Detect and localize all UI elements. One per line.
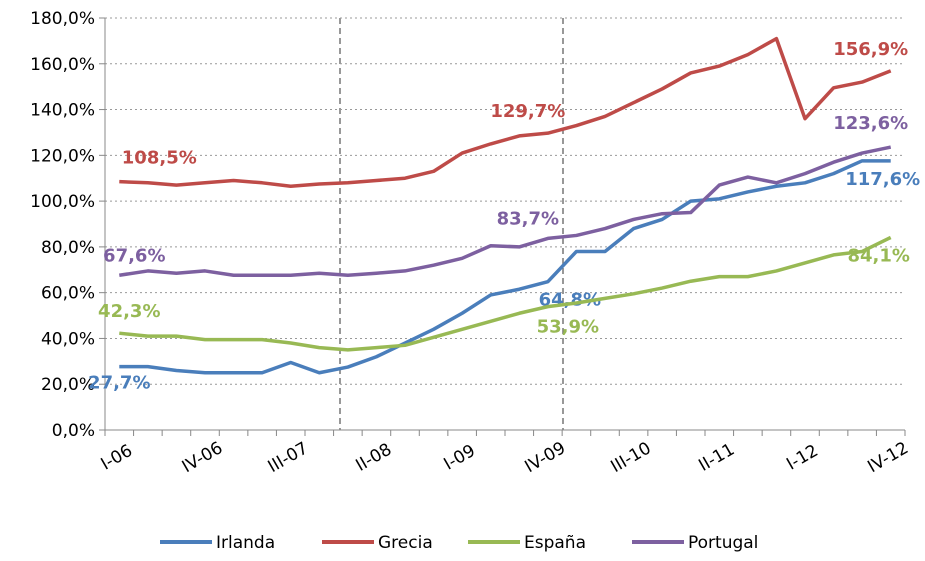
y-tick-label: 120,0% [30, 146, 95, 166]
value-label: 129,7% [490, 101, 565, 122]
value-label: 53,9% [537, 317, 599, 338]
x-tick-label: I-12 [783, 441, 821, 475]
x-tick-label: II-11 [695, 440, 738, 476]
value-label: 156,9% [833, 39, 908, 60]
line [119, 145, 892, 278]
value-label: 27,7% [88, 373, 150, 394]
y-tick-label: 100,0% [30, 192, 95, 212]
x-tick-label: I-06 [98, 441, 136, 475]
legend-label: España [524, 533, 586, 553]
value-label: 117,6% [845, 169, 920, 190]
line [119, 235, 892, 352]
value-label: 84,1% [847, 246, 909, 267]
y-tick-label: 0,0% [52, 421, 95, 441]
y-tick-label: 140,0% [30, 101, 95, 121]
value-label: 83,7% [497, 208, 559, 229]
x-tick-label: III-10 [608, 438, 655, 477]
x-tick-label: I-09 [440, 441, 478, 475]
legend-label: Portugal [688, 533, 758, 553]
y-tick-label: 180,0% [30, 9, 95, 29]
value-label: 123,6% [833, 113, 908, 134]
value-label: 42,3% [98, 301, 160, 322]
legend-label: Grecia [378, 533, 433, 553]
value-label: 67,6% [103, 245, 165, 266]
x-tick-label: IV-12 [864, 438, 912, 477]
y-tick-label: 160,0% [30, 55, 95, 75]
x-tick-label: III-07 [265, 438, 312, 477]
y-tick-label: 40,0% [41, 329, 95, 349]
line [119, 159, 891, 375]
y-tick-label: 60,0% [41, 284, 95, 304]
x-tick-label: IV-06 [179, 438, 227, 477]
line [119, 36, 892, 188]
value-label: 108,5% [122, 148, 197, 169]
y-tick-label: 20,0% [41, 375, 95, 395]
x-tick-label: II-08 [353, 440, 396, 476]
legend-label: Irlanda [216, 533, 275, 553]
y-tick-label: 80,0% [41, 238, 95, 258]
x-tick-label: IV-09 [522, 438, 570, 477]
